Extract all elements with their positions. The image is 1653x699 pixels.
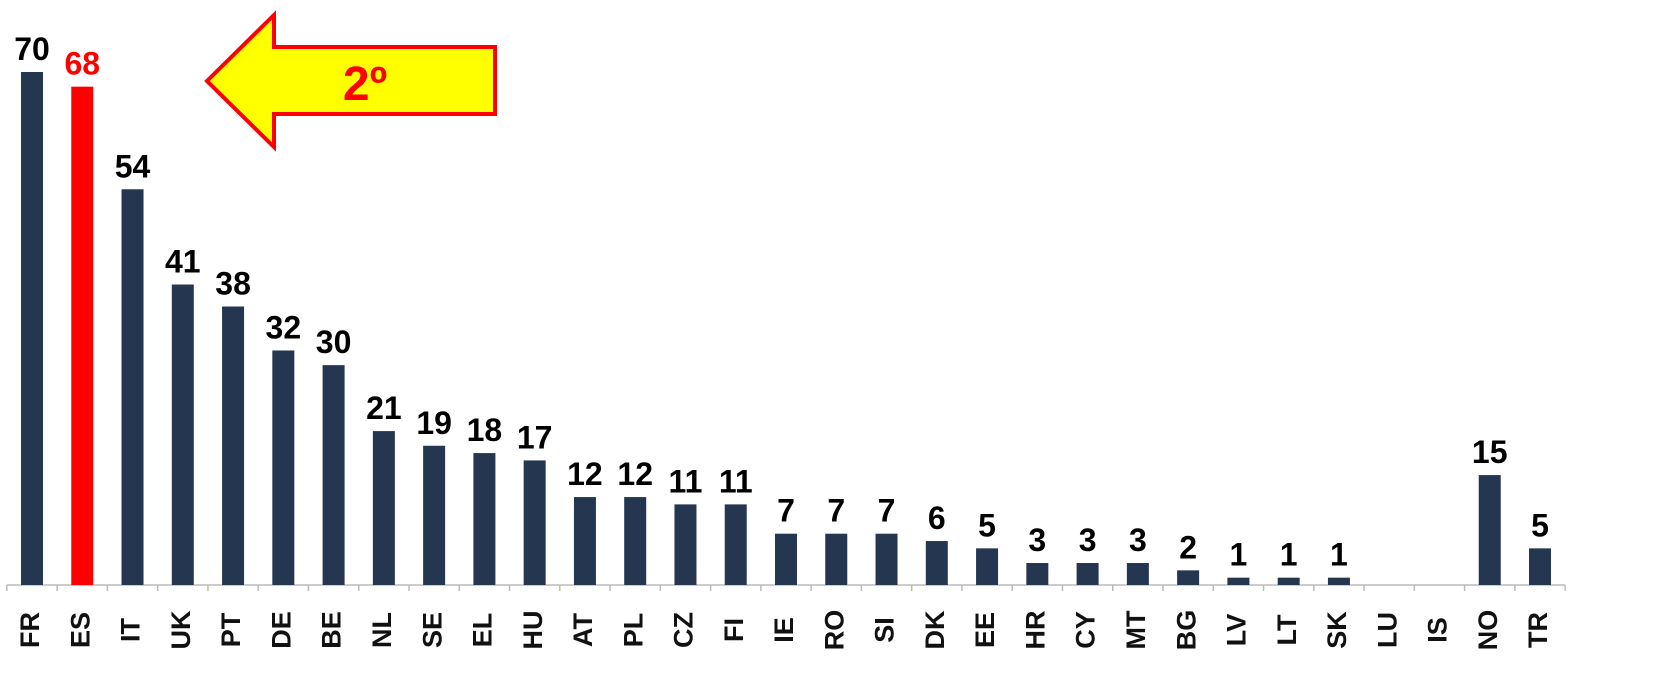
value-label: 54 [115, 148, 151, 184]
bar [875, 533, 898, 585]
bar [1177, 570, 1200, 585]
value-label: 3 [1028, 522, 1046, 558]
bar [1026, 563, 1049, 585]
x-tick-label: PL [618, 613, 648, 648]
value-label: 12 [567, 456, 603, 492]
x-tick-label: DE [266, 611, 296, 649]
x-tick-label: HU [518, 611, 548, 650]
x-tick-label: IT [116, 617, 146, 642]
annotation: 2º [343, 58, 387, 111]
value-label: 38 [215, 266, 251, 302]
bar [372, 431, 395, 585]
x-tick-label: AT [568, 613, 598, 647]
x-tick-label: SE [417, 612, 447, 648]
bar [825, 533, 848, 585]
bar [775, 533, 797, 585]
x-tick-label: TR [1523, 612, 1553, 648]
x-tick-label: IS [1423, 617, 1453, 643]
bar [1277, 577, 1300, 585]
bar [1478, 475, 1501, 585]
bar [1076, 563, 1099, 585]
value-label: 11 [669, 463, 703, 499]
value-label: 7 [777, 493, 795, 529]
x-tick-label: DK [920, 610, 950, 649]
value-label: 68 [64, 46, 100, 82]
bar [473, 453, 496, 585]
bar [523, 460, 546, 585]
value-label: 12 [617, 456, 653, 492]
bar [1529, 548, 1551, 585]
x-tick-label: LU [1372, 612, 1402, 648]
value-label: 32 [266, 309, 302, 345]
x-tick-label: IE [769, 617, 799, 643]
x-tick-label: LV [1222, 614, 1252, 647]
x-tick-label: SK [1322, 611, 1352, 649]
x-tick-label: NL [367, 612, 397, 648]
value-label: 5 [1531, 507, 1549, 543]
bar [322, 365, 345, 585]
value-label: 17 [517, 419, 553, 455]
x-tick-label: LT [1272, 614, 1302, 645]
bar [1126, 563, 1149, 585]
value-label: 18 [467, 412, 503, 448]
x-tick-label: MT [1121, 610, 1151, 649]
bar [423, 445, 446, 585]
bar [222, 306, 245, 585]
value-label: 21 [366, 390, 402, 426]
annotation-arrow [204, 10, 497, 152]
value-label: 11 [719, 463, 753, 499]
value-label: 15 [1472, 434, 1508, 470]
x-tick-label: BG [1171, 610, 1201, 651]
value-label: 5 [978, 507, 996, 543]
x-tick-label: UK [166, 610, 196, 649]
x-tick-label: SI [870, 617, 900, 643]
bar [674, 504, 697, 585]
value-label: 7 [878, 493, 896, 529]
x-tick-label: EL [468, 613, 498, 648]
value-label: 3 [1079, 522, 1097, 558]
x-tick-label: HR [1020, 611, 1050, 650]
x-tick-label: CY [1071, 611, 1101, 649]
x-tick-label: EE [970, 612, 1000, 648]
value-label: 1 [1330, 537, 1348, 573]
bar [976, 548, 999, 585]
x-tick-label: ES [65, 612, 95, 648]
value-label: 6 [928, 500, 946, 536]
bar [71, 86, 94, 586]
x-tick-label: NO [1473, 610, 1503, 651]
value-label: 7 [827, 493, 845, 529]
x-tick-label: FI [719, 618, 749, 642]
value-label: 19 [416, 405, 452, 441]
bar [1227, 577, 1250, 585]
value-label: 1 [1230, 537, 1248, 573]
value-label: 1 [1280, 537, 1298, 573]
bar [121, 189, 144, 585]
value-label: 3 [1129, 522, 1147, 558]
x-tick-label: BE [317, 611, 347, 649]
x-tick-label: CZ [669, 612, 699, 648]
bar [724, 504, 747, 585]
bar [171, 284, 194, 585]
bar [272, 350, 295, 585]
bar [21, 72, 43, 585]
bar [624, 497, 647, 585]
x-tick-label: PT [216, 612, 246, 647]
bar [1327, 577, 1350, 585]
value-label: 30 [316, 324, 352, 360]
bar [925, 541, 948, 585]
bar [573, 497, 596, 585]
value-label: 41 [165, 244, 201, 280]
value-label: 2 [1179, 529, 1197, 565]
value-label: 70 [14, 31, 50, 67]
x-tick-label: FR [15, 612, 45, 648]
x-tick-label: RO [819, 610, 849, 651]
